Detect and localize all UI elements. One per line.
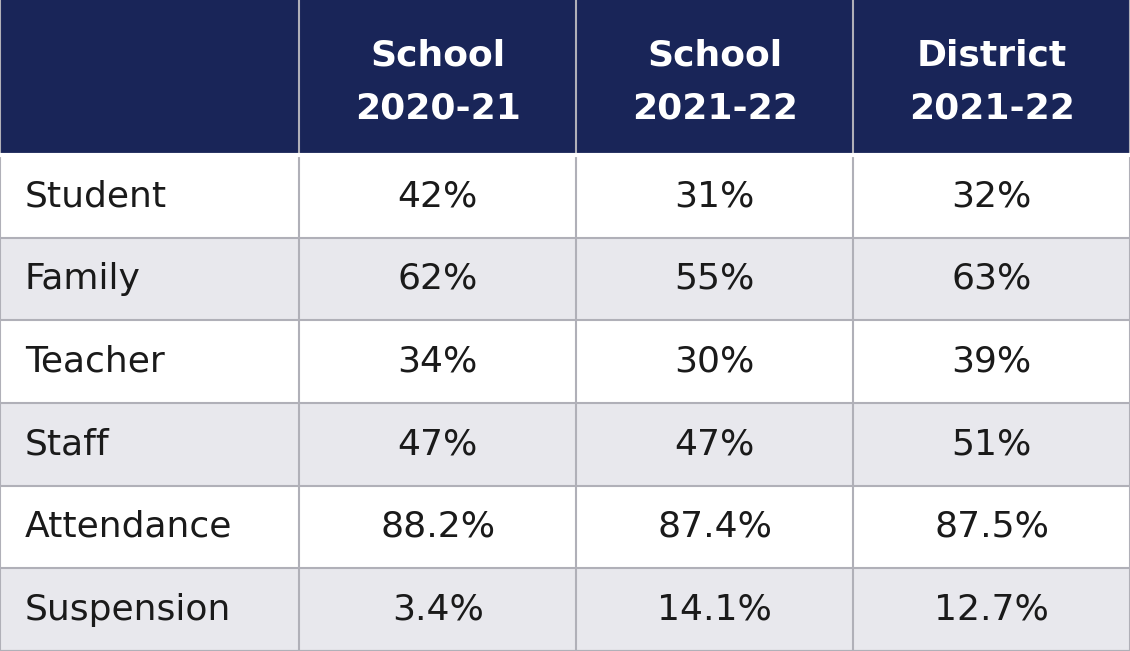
Bar	[853, 0, 1130, 155]
Text: School: School	[647, 39, 782, 73]
Text: 87.4%: 87.4%	[658, 510, 772, 544]
Text: 87.5%: 87.5%	[935, 510, 1049, 544]
Text: 63%: 63%	[951, 262, 1032, 296]
Bar	[0, 486, 1130, 568]
Bar	[576, 0, 853, 155]
Text: 47%: 47%	[398, 427, 478, 462]
Text: 2020-21: 2020-21	[355, 91, 521, 126]
Bar	[0, 403, 1130, 486]
Text: 47%: 47%	[675, 427, 755, 462]
Text: 2021-22: 2021-22	[632, 91, 798, 126]
Text: 14.1%: 14.1%	[658, 592, 772, 627]
Bar	[299, 0, 576, 155]
Text: 88.2%: 88.2%	[381, 510, 495, 544]
Text: Suspension: Suspension	[25, 592, 232, 627]
Text: 30%: 30%	[675, 344, 755, 379]
Text: 55%: 55%	[675, 262, 755, 296]
Bar	[0, 0, 299, 155]
Text: 3.4%: 3.4%	[392, 592, 484, 627]
Text: Student: Student	[25, 179, 167, 214]
Text: 2021-22: 2021-22	[909, 91, 1075, 126]
Text: Staff: Staff	[25, 427, 110, 462]
Bar	[0, 568, 1130, 651]
Bar	[0, 238, 1130, 320]
Text: School: School	[371, 39, 505, 73]
Text: Teacher: Teacher	[25, 344, 165, 379]
Text: District: District	[916, 39, 1067, 73]
Bar	[0, 320, 1130, 403]
Text: Family: Family	[25, 262, 141, 296]
Bar	[0, 155, 1130, 238]
Text: 62%: 62%	[398, 262, 478, 296]
Text: 12.7%: 12.7%	[935, 592, 1049, 627]
Text: 31%: 31%	[675, 179, 755, 214]
Text: 34%: 34%	[398, 344, 478, 379]
Text: 39%: 39%	[951, 344, 1032, 379]
Text: 51%: 51%	[951, 427, 1032, 462]
Text: 32%: 32%	[951, 179, 1032, 214]
Text: 42%: 42%	[398, 179, 478, 214]
Text: Attendance: Attendance	[25, 510, 233, 544]
